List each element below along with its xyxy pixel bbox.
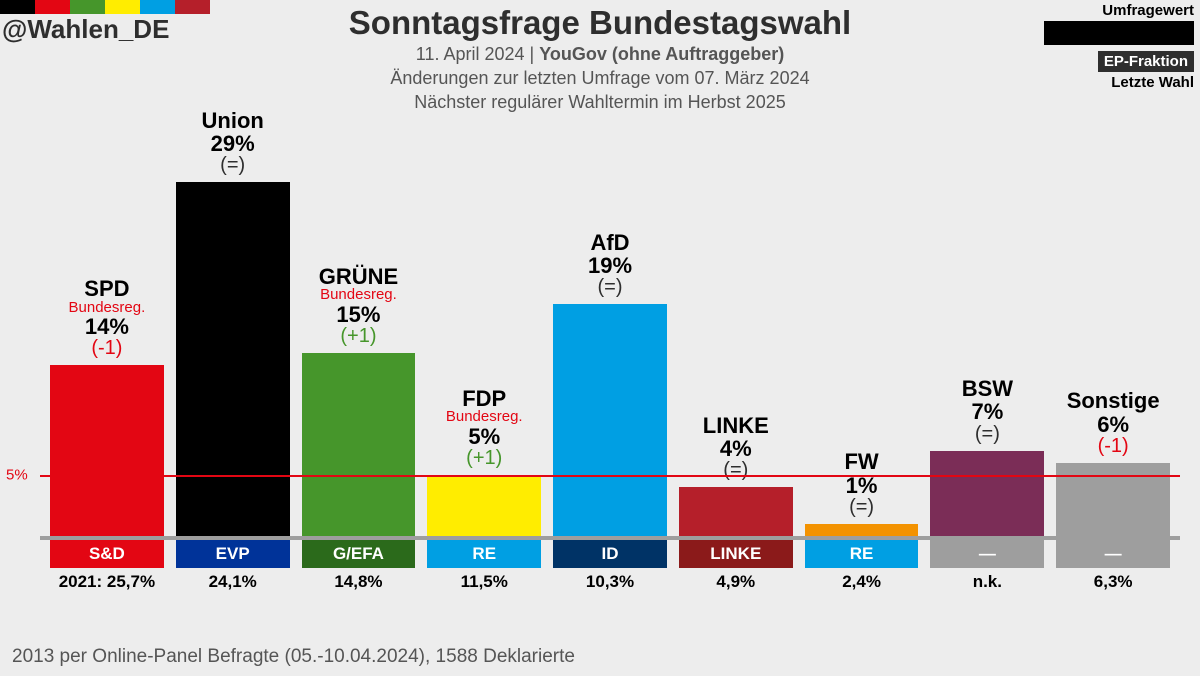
party-bar bbox=[50, 365, 164, 536]
legend-letzte-wahl: Letzte Wahl bbox=[1044, 74, 1194, 91]
party-column: FDPBundesreg.5%(+1) bbox=[427, 170, 541, 536]
party-delta: (=) bbox=[598, 276, 623, 298]
party-column: SPDBundesreg.14%(-1) bbox=[50, 170, 164, 536]
party-bar bbox=[679, 487, 793, 536]
party-ep-label: EVP bbox=[176, 540, 290, 568]
party-ep-label: — bbox=[930, 540, 1044, 568]
party-label-stack: Sonstige6%(-1) bbox=[1039, 389, 1187, 456]
party-name: AfD bbox=[590, 231, 629, 255]
party-bar bbox=[805, 524, 919, 536]
subtitle-line-2: Änderungen zur letzten Umfrage vom 07. M… bbox=[0, 68, 1200, 89]
party-delta: (-1) bbox=[91, 337, 122, 359]
party-last-election: 2,4% bbox=[805, 572, 919, 592]
party-delta: (=) bbox=[723, 459, 748, 481]
party-name: Union bbox=[202, 109, 264, 133]
party-percentage: 15% bbox=[336, 303, 380, 327]
party-last-election: 10,3% bbox=[553, 572, 667, 592]
party-percentage: 29% bbox=[211, 132, 255, 156]
party-bar bbox=[176, 182, 290, 536]
party-footer-cell: — 6,3% bbox=[1056, 540, 1170, 592]
party-delta: (+1) bbox=[466, 447, 502, 469]
party-footer-cell: ID 10,3% bbox=[553, 540, 667, 592]
threshold-label: 5% bbox=[6, 467, 28, 484]
legend-ep-box: EP-Fraktion bbox=[1098, 51, 1194, 72]
party-column: Sonstige6%(-1) bbox=[1056, 170, 1170, 536]
party-percentage: 1% bbox=[846, 474, 878, 498]
legend-umfragewert: Umfragewert bbox=[1044, 2, 1194, 19]
party-bar bbox=[427, 475, 541, 536]
party-label-stack: GRÜNEBundesreg.15%(+1) bbox=[285, 265, 433, 347]
party-column: AfD19%(=) bbox=[553, 170, 667, 536]
party-bar bbox=[1056, 463, 1170, 536]
party-column: Union29%(=) bbox=[176, 170, 290, 536]
threshold-line bbox=[40, 475, 1180, 477]
party-last-election: n.k. bbox=[930, 572, 1044, 592]
party-label-stack: Union29%(=) bbox=[159, 109, 307, 176]
party-label-stack: FDPBundesreg.5%(+1) bbox=[410, 387, 558, 469]
party-bar bbox=[553, 304, 667, 536]
party-name: LINKE bbox=[703, 414, 769, 438]
chart-title: Sonntagsfrage Bundestagswahl bbox=[0, 4, 1200, 42]
party-ep-label: S&D bbox=[50, 540, 164, 568]
party-last-election: 2021: 25,7% bbox=[50, 572, 164, 592]
party-label-stack: AfD19%(=) bbox=[536, 231, 684, 298]
party-delta: (=) bbox=[220, 154, 245, 176]
party-delta: (-1) bbox=[1098, 435, 1129, 457]
subtitle-date: 11. April 2024 bbox=[416, 44, 525, 64]
party-name: SPD bbox=[84, 277, 129, 301]
party-name: FW bbox=[844, 450, 878, 474]
party-column: BSW7%(=) bbox=[930, 170, 1044, 536]
party-column: LINKE4%(=) bbox=[679, 170, 793, 536]
party-ep-label: RE bbox=[805, 540, 919, 568]
party-name: Sonstige bbox=[1067, 389, 1160, 413]
party-percentage: 19% bbox=[588, 254, 632, 278]
party-column: FW1%(=) bbox=[805, 170, 919, 536]
bar-chart: SPDBundesreg.14%(-1)Union29%(=)GRÜNEBund… bbox=[40, 170, 1180, 596]
party-delta: (+1) bbox=[340, 325, 376, 347]
party-delta: (=) bbox=[849, 496, 874, 518]
party-footer-cell: S&D 2021: 25,7% bbox=[50, 540, 164, 592]
footer-text: 2013 per Online-Panel Befragte (05.-10.0… bbox=[12, 646, 575, 668]
party-column: GRÜNEBundesreg.15%(+1) bbox=[302, 170, 416, 536]
party-percentage: 7% bbox=[971, 400, 1003, 424]
party-last-election: 4,9% bbox=[679, 572, 793, 592]
party-percentage: 5% bbox=[468, 425, 500, 449]
legend-black-box bbox=[1044, 21, 1194, 45]
party-percentage: 6% bbox=[1097, 413, 1129, 437]
party-label-stack: SPDBundesreg.14%(-1) bbox=[33, 277, 181, 359]
party-ep-label: RE bbox=[427, 540, 541, 568]
party-footer-cell: LINKE 4,9% bbox=[679, 540, 793, 592]
party-label-stack: FW1%(=) bbox=[788, 450, 936, 517]
party-ep-label: LINKE bbox=[679, 540, 793, 568]
legend: Umfragewert EP-Fraktion Letzte Wahl bbox=[1044, 2, 1194, 93]
party-ep-label: ID bbox=[553, 540, 667, 568]
party-last-election: 24,1% bbox=[176, 572, 290, 592]
party-last-election: 6,3% bbox=[1056, 572, 1170, 592]
party-percentage: 14% bbox=[85, 315, 129, 339]
party-footer-cell: RE 11,5% bbox=[427, 540, 541, 592]
party-ep-label: G/EFA bbox=[302, 540, 416, 568]
party-footer-cell: EVP 24,1% bbox=[176, 540, 290, 592]
ep-row: S&D 2021: 25,7% EVP 24,1% G/EFA 14,8% RE 11,5% I… bbox=[40, 540, 1180, 592]
party-last-election: 14,8% bbox=[302, 572, 416, 592]
party-last-election: 11,5% bbox=[427, 572, 541, 592]
party-bar bbox=[302, 353, 416, 536]
party-footer-cell: RE 2,4% bbox=[805, 540, 919, 592]
party-footer-cell: G/EFA 14,8% bbox=[302, 540, 416, 592]
party-ep-label: — bbox=[1056, 540, 1170, 568]
subtitle-institute: YouGov (ohne Auftraggeber) bbox=[539, 44, 784, 64]
party-name: BSW bbox=[962, 377, 1013, 401]
subtitle-line-1: 11. April 2024 | YouGov (ohne Auftraggeb… bbox=[0, 44, 1200, 65]
party-footer-cell: — n.k. bbox=[930, 540, 1044, 592]
party-bar bbox=[930, 451, 1044, 536]
party-delta: (=) bbox=[975, 423, 1000, 445]
party-percentage: 4% bbox=[720, 437, 752, 461]
